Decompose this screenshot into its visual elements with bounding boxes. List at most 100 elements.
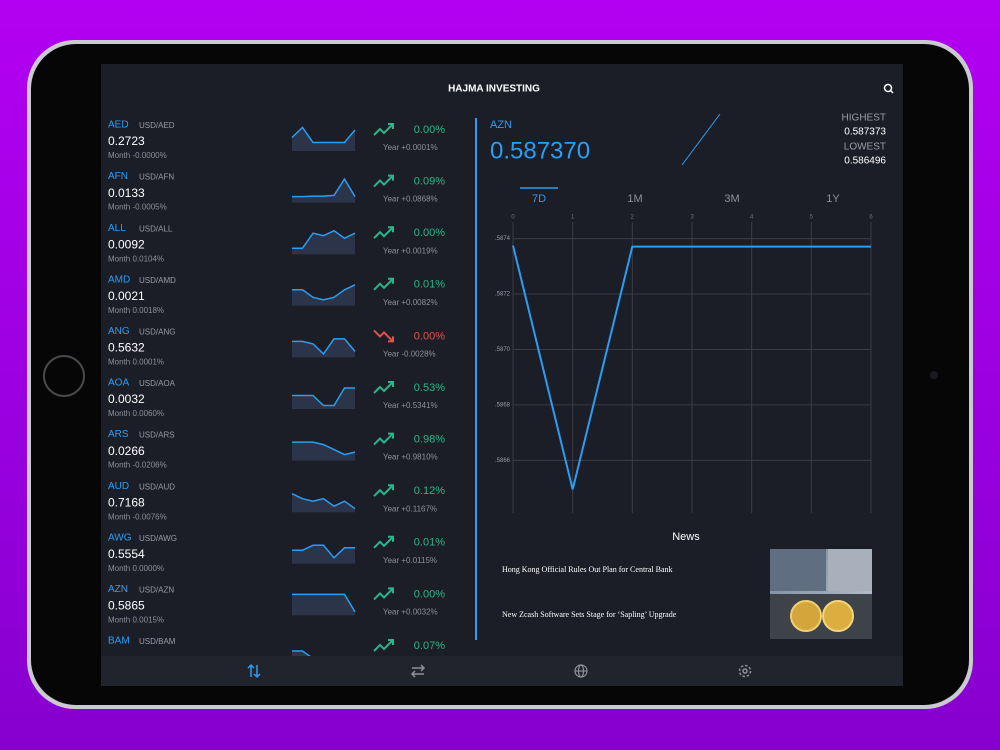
currency-pair: USD/ARS [139, 431, 175, 440]
trend-arrow [373, 639, 394, 652]
currency-value: 0.0266 [108, 444, 145, 458]
currency-code: ALL [108, 223, 126, 234]
currency-code: ARS [108, 429, 129, 440]
currency-code: BAM [108, 636, 130, 647]
home-button[interactable] [43, 355, 85, 397]
tab-icon-globe[interactable] [574, 664, 588, 678]
period-tab[interactable]: 7D [532, 193, 546, 205]
month-change: Month -0.0005% [108, 203, 167, 212]
news-title: News [672, 531, 700, 543]
year-change: Year +0.9810% [383, 453, 438, 462]
trend-arrow [373, 587, 394, 601]
currency-value: 0.5632 [108, 341, 145, 355]
year-change: Year +0.1167% [383, 504, 437, 513]
news-headline[interactable]: Hong Kong Official Rules Out Plan for Ce… [502, 565, 673, 574]
sparkline [292, 441, 356, 456]
currency-pair: USD/ANG [139, 328, 175, 337]
tab-icon-convert[interactable] [410, 664, 426, 678]
sparkline [291, 126, 356, 144]
currency-code: AMD [108, 274, 130, 285]
month-change: Month -0.0206% [108, 461, 167, 470]
currency-list: AED USD/AED 0.2723 Month -0.0000% 0.00% Year … [108, 120, 445, 667]
change-percent: 0.00% [414, 227, 445, 239]
lowest-label: LOWEST [844, 142, 886, 153]
x-tick-label: 6 [869, 215, 873, 221]
currency-code: ANG [108, 326, 130, 337]
lowest-value: 0.586496 [844, 156, 886, 167]
sparkline [292, 593, 356, 613]
currency-value: 0.0021 [108, 289, 145, 303]
period-tab[interactable]: 1M [627, 193, 642, 205]
x-tick-label: 1 [571, 215, 575, 221]
currency-row[interactable]: ALL USD/ALL 0.0092 Month 0.0104% 0.00% Year +… [108, 223, 445, 263]
period-tab[interactable]: 3M [724, 193, 739, 205]
trend-arrow [373, 381, 394, 394]
sparkline-area [292, 493, 355, 513]
currency-pair: USD/AWG [139, 534, 177, 543]
highest-value: 0.587373 [844, 127, 886, 138]
month-change: Month 0.0060% [108, 409, 164, 418]
news-headline[interactable]: New Zcash Software Sets Stage for ‘Sapli… [502, 610, 677, 619]
tab-bar [101, 656, 903, 686]
price-line [512, 245, 871, 490]
x-tick-label: 5 [810, 215, 814, 221]
y-tick-label: .5870 [495, 347, 511, 353]
sparkline-area [292, 127, 355, 151]
currency-code: AZN [108, 584, 128, 595]
year-change: Year +0.0019% [383, 246, 438, 255]
y-tick-label: .5868 [495, 402, 511, 408]
detail-code: AZN [490, 119, 512, 131]
y-tick-label: .5874 [495, 236, 511, 242]
currency-row[interactable]: AOA USD/AOA 0.0032 Month 0.0060% 0.53% Year +… [108, 378, 445, 418]
app-screen [101, 64, 903, 686]
month-change: Month 0.0015% [108, 616, 164, 625]
currency-code: AOA [108, 378, 129, 389]
month-change: Month 0.0000% [108, 564, 164, 573]
sparkline [292, 338, 356, 356]
currency-pair: USD/AMD [139, 276, 176, 285]
currency-row[interactable]: ANG USD/ANG 0.5632 Month 0.0001% 0.00% Year -… [108, 326, 445, 366]
sparkline-area [292, 594, 355, 616]
change-percent: 0.01% [414, 279, 445, 291]
y-tick-label: .5872 [495, 292, 511, 298]
year-change: Year +0.5341% [383, 401, 438, 410]
currency-value: 0.2723 [108, 134, 145, 148]
period-tab[interactable]: 1Y [826, 193, 840, 205]
currency-value: 0.0133 [108, 186, 145, 200]
search-icon[interactable] [883, 83, 894, 94]
sparkline-area [292, 388, 355, 409]
currency-value: 0.5554 [108, 547, 145, 561]
sparkline [292, 284, 356, 301]
month-change: Month -0.0000% [108, 151, 167, 160]
news-image[interactable] [770, 549, 872, 639]
currency-row[interactable]: AFN USD/AFN 0.0133 Month -0.0005% 0.09% Year … [108, 171, 445, 211]
highest-label: HIGHEST [842, 113, 886, 124]
change-percent: 0.12% [414, 485, 445, 497]
currency-row[interactable]: AUD USD/AUD 0.7168 Month -0.0076% 0.12% Year … [108, 481, 445, 521]
currency-row[interactable]: AED USD/AED 0.2723 Month -0.0000% 0.00% Year … [108, 120, 445, 160]
tab-icon-markets[interactable] [247, 663, 261, 679]
app-title: HAJMA INVESTING [448, 84, 540, 95]
change-percent: 0.07% [414, 640, 445, 652]
month-change: Month 0.0001% [108, 358, 164, 367]
tab-icon-settings[interactable] [738, 664, 752, 678]
currency-value: 0.5865 [108, 599, 145, 613]
currency-row[interactable]: AMD USD/AMD 0.0021 Month 0.0018% 0.01% Year +… [108, 274, 445, 314]
camera [930, 371, 938, 379]
trend-arrow [373, 329, 394, 343]
sparkline-area [292, 230, 355, 255]
year-change: Year +0.0868% [383, 195, 438, 204]
currency-pair: USD/BAM [139, 637, 176, 646]
sparkline-area [292, 442, 355, 461]
currency-row[interactable]: ARS USD/ARS 0.0266 Month -0.0206% 0.98% Year … [108, 429, 445, 469]
trend-arrow [373, 535, 394, 549]
sparkline [292, 544, 355, 559]
currency-row[interactable]: AWG USD/AWG 0.5554 Month 0.0000% 0.01% Year +… [108, 532, 445, 572]
trend-arrow [373, 484, 394, 497]
sparkline [292, 229, 356, 249]
currency-row[interactable]: BAM USD/BAM 0.07% [108, 636, 445, 667]
currency-row[interactable]: AZN USD/AZN 0.5865 Month 0.0015% 0.00% Year +… [108, 584, 445, 624]
month-change: Month 0.0104% [108, 254, 164, 263]
currency-code: AFN [108, 171, 128, 182]
